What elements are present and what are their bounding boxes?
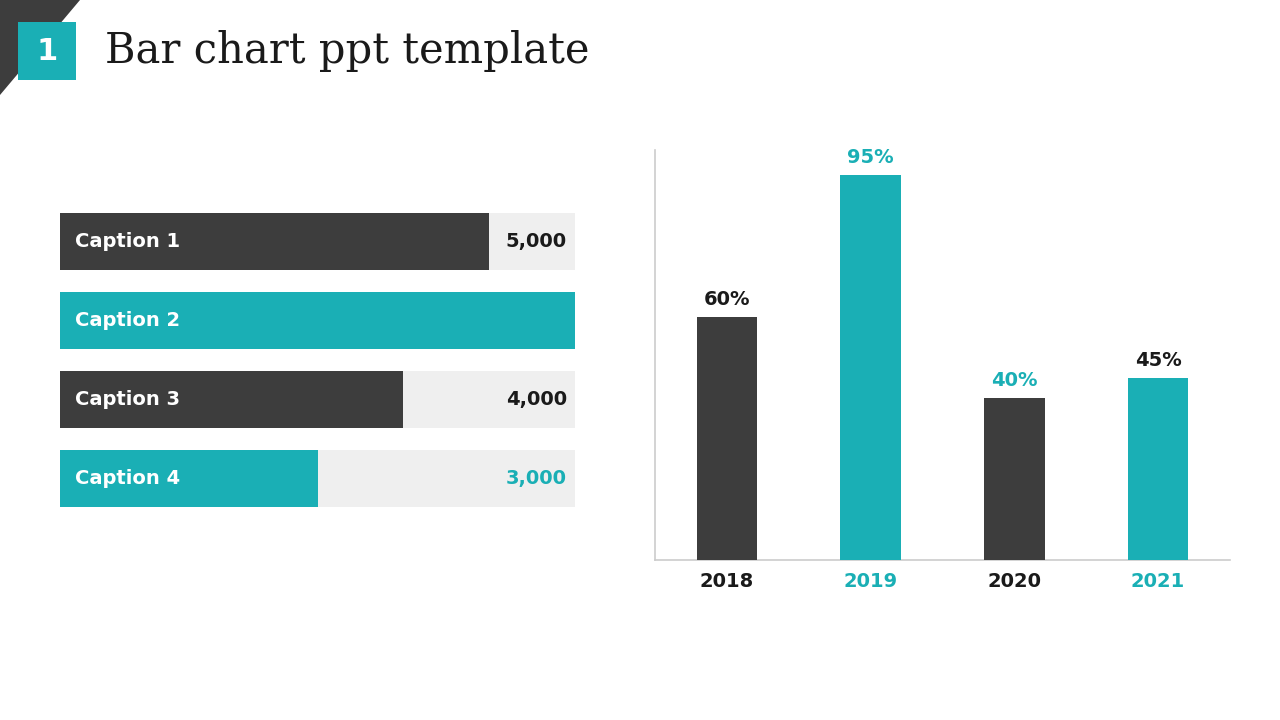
Text: 6,000: 6,000 xyxy=(506,311,567,330)
Text: 2021: 2021 xyxy=(1132,572,1185,591)
FancyBboxPatch shape xyxy=(60,371,403,428)
Text: 95%: 95% xyxy=(847,148,893,167)
FancyBboxPatch shape xyxy=(60,213,575,270)
Polygon shape xyxy=(0,0,79,95)
FancyBboxPatch shape xyxy=(60,292,575,349)
FancyBboxPatch shape xyxy=(1128,378,1188,560)
FancyBboxPatch shape xyxy=(60,450,317,507)
FancyBboxPatch shape xyxy=(60,292,575,349)
Text: Caption 2: Caption 2 xyxy=(76,311,180,330)
FancyBboxPatch shape xyxy=(984,398,1044,560)
FancyBboxPatch shape xyxy=(841,175,901,560)
Text: Caption 1: Caption 1 xyxy=(76,232,180,251)
Text: 1: 1 xyxy=(36,37,58,66)
FancyBboxPatch shape xyxy=(60,213,489,270)
Text: 40%: 40% xyxy=(991,371,1038,390)
Text: 60%: 60% xyxy=(704,290,750,309)
Text: 2019: 2019 xyxy=(844,572,897,591)
FancyBboxPatch shape xyxy=(60,371,575,428)
FancyBboxPatch shape xyxy=(18,22,76,80)
Text: Bar chart ppt template: Bar chart ppt template xyxy=(105,30,590,72)
Text: 3,000: 3,000 xyxy=(506,469,567,488)
Text: Caption 3: Caption 3 xyxy=(76,390,180,409)
Text: 45%: 45% xyxy=(1135,351,1181,370)
Text: 2018: 2018 xyxy=(700,572,754,591)
Text: 5,000: 5,000 xyxy=(506,232,567,251)
Text: Caption 4: Caption 4 xyxy=(76,469,180,488)
FancyBboxPatch shape xyxy=(60,450,575,507)
FancyBboxPatch shape xyxy=(696,317,756,560)
Text: 4,000: 4,000 xyxy=(506,390,567,409)
Text: 2020: 2020 xyxy=(987,572,1042,591)
